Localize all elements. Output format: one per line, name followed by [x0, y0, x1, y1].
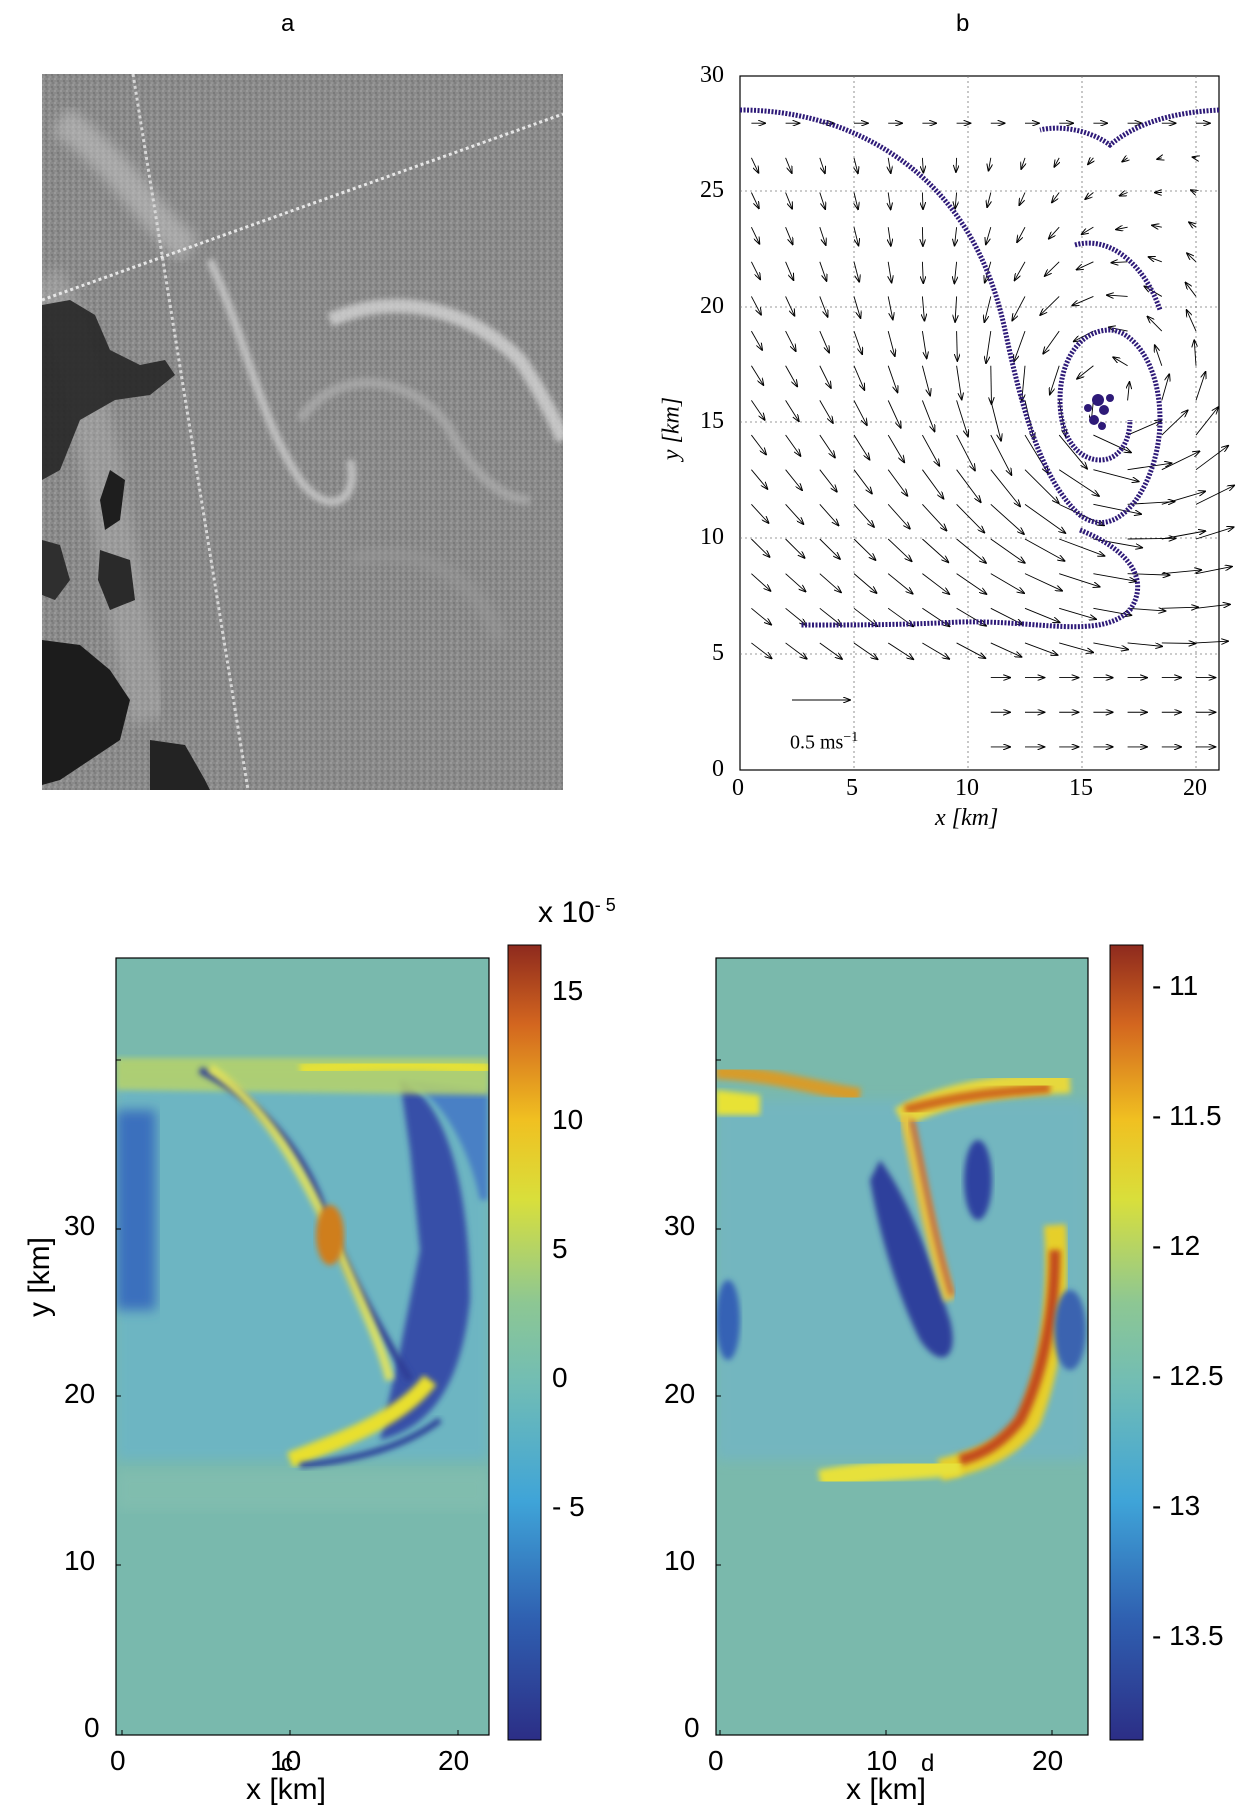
panel-b-y-tick-20: 20 — [700, 293, 724, 320]
panel-a-sar-image — [42, 74, 563, 790]
panel-c-colorbar-multiplier: x 10- 5 — [538, 895, 616, 930]
scale-arrow-label: 0.5 ms−1 — [790, 730, 858, 755]
panel-c-heatmap — [116, 958, 489, 1735]
panel-d-y-tick-0: 0 — [684, 1712, 700, 1744]
panel-d-x-label: x [km] — [846, 1775, 926, 1805]
panel-c-x-tick-20: 20 — [438, 1745, 469, 1777]
panel-b-y-tick-15: 15 — [700, 408, 724, 435]
panel-c-y-tick-10: 10 — [64, 1545, 95, 1577]
panel-b-y-tick-0: 0 — [712, 756, 724, 783]
panel-d-colorbar-tick-12-5: - 12.5 — [1152, 1360, 1224, 1392]
velocity-arrow — [922, 227, 923, 246]
panel-c-colorbar-tick-5: 5 — [552, 1233, 568, 1265]
panel-d-x-tick-20: 20 — [1032, 1745, 1063, 1777]
panel-d-y-tick-10: 10 — [664, 1545, 695, 1577]
panel-b-y-tick-30: 30 — [700, 62, 724, 89]
panel-d-colorbar-tick-11: - 11 — [1152, 970, 1198, 1002]
panel-b-x-tick-15: 15 — [1069, 775, 1093, 802]
panel-c-y-tick-30: 30 — [64, 1210, 95, 1242]
panel-letter-a: a — [281, 10, 294, 38]
panel-c-y-tick-0: 0 — [84, 1712, 100, 1744]
panel-c-colorbar-tick-neg5: - 5 — [552, 1491, 585, 1523]
panel-b-y-tick-25: 25 — [700, 177, 724, 204]
panel-letter-b: b — [956, 10, 969, 38]
panel-d-y-tick-30: 30 — [664, 1210, 695, 1242]
panel-c-colorbar-tick-10: 10 — [552, 1104, 583, 1136]
panel-d-colorbar — [1110, 945, 1143, 1740]
panel-c-colorbar-tick-15: 15 — [552, 975, 583, 1007]
panel-c-y-label: y [km] — [23, 1217, 57, 1337]
panel-d-colorbar-tick-12: - 12 — [1152, 1230, 1200, 1262]
velocity-arrow — [1162, 643, 1196, 644]
panel-b-x-tick-0: 0 — [732, 775, 744, 802]
panel-d-colorbar-tick-13: - 13 — [1152, 1490, 1200, 1522]
panel-c-x-tick-0: 0 — [110, 1745, 126, 1777]
panel-c-colorbar — [508, 945, 541, 1740]
panel-b-x-tick-10: 10 — [955, 775, 979, 802]
panel-b-x-tick-20: 20 — [1183, 775, 1207, 802]
panel-d-x-tick-0: 0 — [708, 1745, 724, 1777]
panel-b-y-tick-5: 5 — [712, 640, 724, 667]
panel-b-plot — [740, 76, 1234, 770]
panel-d-heatmap — [716, 958, 1088, 1735]
panel-b-y-label: y [km] — [659, 369, 686, 489]
panel-b-x-label: x [km] — [935, 805, 998, 832]
panel-c-y-tick-20: 20 — [64, 1378, 95, 1410]
panel-d-colorbar-tick-13-5: - 13.5 — [1152, 1620, 1224, 1652]
velocity-arrow — [922, 193, 923, 210]
panel-d-y-tick-20: 20 — [664, 1378, 695, 1410]
panel-c-x-label: x [km] — [246, 1775, 326, 1805]
panel-c-colorbar-tick-0: 0 — [552, 1362, 568, 1394]
panel-b-y-tick-10: 10 — [700, 524, 724, 551]
panel-d-colorbar-tick-11-5: - 11.5 — [1152, 1100, 1222, 1132]
panel-b-x-tick-5: 5 — [846, 775, 858, 802]
